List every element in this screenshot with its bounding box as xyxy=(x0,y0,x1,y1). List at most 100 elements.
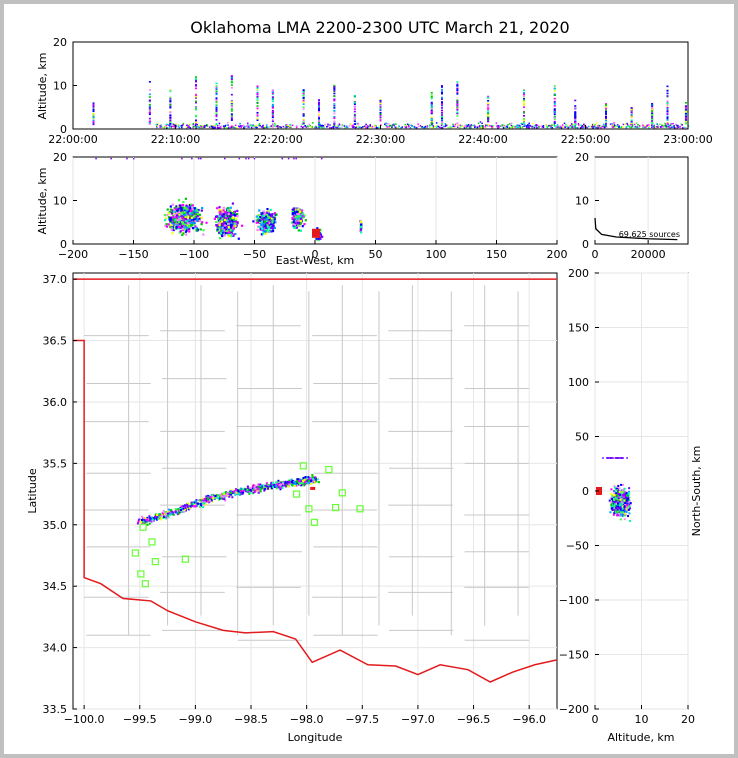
time-altitude-point xyxy=(487,118,490,120)
time-altitude-point xyxy=(430,121,433,124)
plan-source-point xyxy=(242,488,245,491)
time-altitude-point xyxy=(408,123,410,126)
eastwest-point xyxy=(196,219,199,222)
time-altitude-point xyxy=(574,105,577,107)
plan-view-xlabel: Longitude xyxy=(288,731,343,744)
time-altitude-point xyxy=(271,96,274,98)
time-altitude-point xyxy=(256,119,259,121)
eastwest-point xyxy=(190,203,193,206)
plan-source-point xyxy=(192,505,195,508)
plan-source-point xyxy=(192,502,195,505)
time-altitude-point xyxy=(563,122,566,125)
plan-source-point xyxy=(297,483,300,486)
time-altitude-point xyxy=(542,125,544,128)
time-altitude-point xyxy=(430,104,433,106)
eastwest-point xyxy=(232,213,235,216)
time-altitude-point xyxy=(430,91,433,94)
time-altitude-point xyxy=(302,119,305,122)
eastwest-point xyxy=(262,217,265,220)
eastwest-point xyxy=(219,237,222,240)
plan-source-point xyxy=(303,478,306,481)
time-altitude-point xyxy=(92,117,95,120)
time-altitude-point xyxy=(567,127,569,129)
eastwest-point xyxy=(185,220,188,223)
eastwest-point xyxy=(201,206,204,210)
time-altitude-point xyxy=(353,116,356,119)
time-altitude-point xyxy=(408,125,410,128)
eastwest-point xyxy=(213,217,216,220)
time-altitude-point xyxy=(315,125,318,128)
plan-source-point xyxy=(237,490,240,493)
time-altitude-point xyxy=(388,123,390,125)
time-altitude-point xyxy=(589,125,592,128)
time-altitude-point xyxy=(630,114,633,117)
time-altitude-point xyxy=(474,125,476,127)
plan-source-point xyxy=(151,516,154,519)
eastwest-point xyxy=(188,230,191,233)
time-altitude-point xyxy=(333,105,336,107)
plan-source-point xyxy=(199,503,202,506)
time-altitude-point xyxy=(230,75,233,78)
time-altitude-point xyxy=(308,123,311,126)
eastwest-point xyxy=(219,216,223,219)
time-altitude-point xyxy=(523,92,525,94)
eastwest-point xyxy=(226,211,229,214)
eastwest-point xyxy=(169,219,172,222)
time-altitude-point xyxy=(651,120,654,122)
latitude-tick-label: 33.5 xyxy=(43,703,68,716)
eastwest-point xyxy=(173,211,177,214)
time-altitude-point xyxy=(318,109,320,112)
plan-source-point xyxy=(238,493,241,496)
plan-source-point xyxy=(299,482,302,485)
time-altitude-point xyxy=(286,124,288,127)
time-altitude-point xyxy=(510,124,513,127)
time-altitude-point xyxy=(441,107,443,109)
time-altitude-point xyxy=(195,127,197,129)
eastwest-point xyxy=(300,221,303,224)
plan-source-point xyxy=(265,485,268,488)
time-altitude-point xyxy=(148,93,151,96)
eastwest-point xyxy=(321,235,324,238)
time-altitude-point xyxy=(148,107,151,110)
time-altitude-point xyxy=(605,114,607,117)
time-altitude-point xyxy=(574,120,577,123)
time-altitude-point xyxy=(666,100,669,102)
time-altitude-point xyxy=(432,125,435,127)
time-altitude-point xyxy=(230,116,233,118)
time-altitude-point xyxy=(302,115,305,117)
eastwest-point xyxy=(258,225,261,229)
eastwest-point xyxy=(270,215,273,218)
eastwest-point xyxy=(174,218,177,222)
eastwest-point xyxy=(220,218,223,221)
time-altitude-point xyxy=(667,124,669,126)
time-altitude-point xyxy=(332,126,335,128)
eastwest-point xyxy=(267,224,271,227)
time-altitude-point xyxy=(605,105,607,108)
time-tick-label: 22:30:00 xyxy=(356,133,405,146)
plan-source-point xyxy=(267,485,270,488)
eastwest-point xyxy=(178,213,181,216)
time-altitude-point xyxy=(318,105,320,108)
ns-point xyxy=(609,511,612,514)
histogram-ytick-label: 10 xyxy=(575,195,589,208)
time-altitude-point xyxy=(500,125,503,127)
time-altitude-point xyxy=(379,119,382,121)
time-altitude-point xyxy=(430,120,433,123)
eastwest-point xyxy=(231,220,234,223)
time-tick-label: 22:00:00 xyxy=(48,133,97,146)
time-altitude-point xyxy=(553,113,556,116)
time-altitude-point xyxy=(527,124,529,126)
time-altitude-point xyxy=(467,124,470,126)
eastwest-point xyxy=(227,215,230,218)
time-altitude-point xyxy=(562,125,564,128)
time-altitude-point xyxy=(528,124,531,127)
plan-source-point xyxy=(252,484,255,487)
longitude-tick-label: −100.0 xyxy=(64,713,105,726)
eastwest-point xyxy=(175,214,178,217)
time-altitude-point xyxy=(302,113,305,115)
time-altitude-point xyxy=(333,103,336,105)
time-altitude-point xyxy=(628,126,631,128)
time-altitude-point xyxy=(666,118,669,120)
ns-point xyxy=(613,497,616,500)
eastwest-point xyxy=(182,221,185,224)
